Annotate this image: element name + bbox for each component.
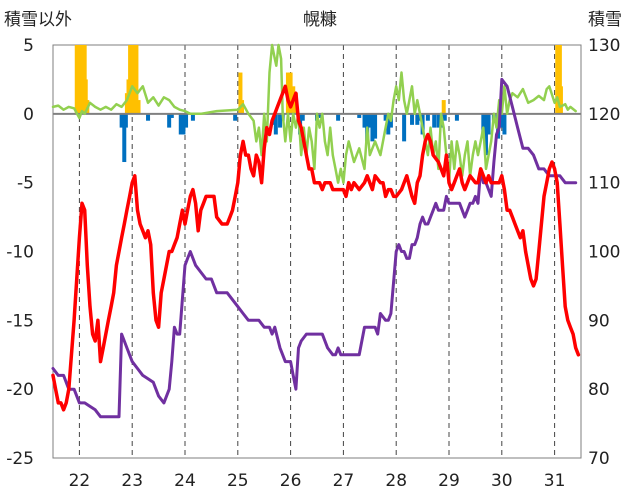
precip_neg-bar — [432, 113, 437, 128]
snowfall-bar — [238, 72, 243, 114]
plot-frame — [52, 44, 582, 459]
precip_neg-bar — [454, 113, 459, 121]
x-tick-label: 28 — [385, 471, 407, 491]
x-tick-label: 31 — [544, 471, 566, 491]
precip_neg-bar — [169, 113, 174, 118]
precip_neg-bar — [122, 113, 127, 163]
y-right-tick-label: 120 — [588, 105, 620, 125]
x-tick-label: 27 — [333, 471, 355, 491]
precip_neg-bar — [273, 113, 278, 135]
y-left-tick-label: 5 — [23, 36, 34, 56]
precip_neg-bar — [300, 113, 305, 121]
right-axis-title: 積雪 — [588, 10, 622, 30]
precip_neg-bar — [383, 113, 388, 121]
snowfall-bar — [80, 45, 85, 114]
y-left-tick-label: -15 — [6, 311, 34, 331]
snowfall-bar — [441, 100, 446, 114]
precip_neg-bar — [178, 113, 183, 135]
x-tick-label: 22 — [69, 471, 91, 491]
snowfall-bar — [557, 45, 562, 114]
precip_neg-bar — [481, 113, 486, 135]
precip_neg-bar — [367, 113, 372, 128]
y-right-tick-label: 110 — [588, 174, 620, 194]
y-left-tick-label: -5 — [17, 174, 34, 194]
snowfall-bar — [134, 45, 139, 114]
y-right-tick-label: 80 — [588, 380, 610, 400]
snowfall-bar — [74, 45, 79, 114]
x-tick-label: 24 — [174, 471, 196, 491]
precip_neg-bar — [181, 113, 186, 135]
x-tick-label: 23 — [121, 471, 143, 491]
precip_neg-bar — [123, 113, 128, 128]
precip_neg-bar — [370, 113, 375, 142]
precip_neg-bar — [190, 113, 195, 121]
snowfall-bar — [83, 79, 88, 114]
precip_neg-bar — [486, 113, 491, 135]
precip_neg-bar — [502, 113, 507, 135]
precip_neg-bar — [499, 113, 504, 128]
precip_neg-bar — [278, 113, 283, 128]
precip_neg-bar — [425, 113, 430, 121]
x-tick-label: 29 — [438, 471, 460, 491]
y-right-tick-label: 90 — [588, 311, 610, 331]
chart-title: 幌糠 — [303, 9, 337, 30]
humidity_like-line — [51, 43, 577, 184]
y-right-tick-label: 70 — [588, 449, 610, 469]
x-tick-label: 30 — [491, 471, 513, 491]
x-tick-label: 25 — [227, 471, 249, 491]
precip_neg-bar — [436, 113, 441, 128]
y-left-tick-label: -10 — [6, 243, 34, 263]
x-tick-label: 26 — [280, 471, 302, 491]
precip_neg-bar — [373, 113, 378, 139]
y-right-tick-label: 100 — [588, 243, 620, 263]
precip_neg-bar — [357, 113, 362, 118]
snowfall-bar — [130, 45, 135, 114]
lines-layer — [51, 43, 581, 419]
left-axis-title: 積雪以外 — [4, 10, 72, 30]
precip_neg-bar — [402, 113, 407, 142]
precip_neg-bar — [415, 113, 420, 125]
snowfall-bar — [555, 45, 560, 114]
precip_neg-bar — [410, 113, 415, 125]
snowfall-bar — [77, 45, 82, 114]
gridlines — [52, 44, 582, 459]
precip_neg-bar — [442, 113, 447, 121]
y-right-tick-label: 130 — [588, 36, 620, 56]
precip_neg-bar — [184, 113, 189, 128]
precip_neg-bar — [317, 113, 322, 118]
precip_neg-bar — [483, 113, 488, 156]
snowfall-bar — [288, 72, 293, 114]
precip_neg-bar — [233, 113, 238, 121]
snowfall-bar — [132, 45, 137, 114]
snowfall-bar — [128, 45, 133, 114]
precip_neg-bar — [167, 113, 172, 128]
snowfall-bar — [136, 100, 141, 114]
precip_neg-bar — [336, 113, 341, 121]
y-left-tick-label: -25 — [6, 449, 34, 469]
y-left-tick-label: -20 — [6, 380, 34, 400]
precip_neg-bar — [386, 113, 391, 135]
y-left-tick-label: 0 — [23, 105, 34, 125]
precip_neg-bar — [362, 113, 367, 128]
snowfall-bar — [558, 86, 563, 114]
temperature-line — [51, 84, 581, 412]
precip_neg-bar — [119, 113, 124, 128]
tick-labels: 22 23 24 25 26 27 28 29 30 31 5 0 -5 -10 -15 -20 -25 130 1… — [6, 36, 620, 491]
precip_neg-bar — [146, 113, 151, 121]
